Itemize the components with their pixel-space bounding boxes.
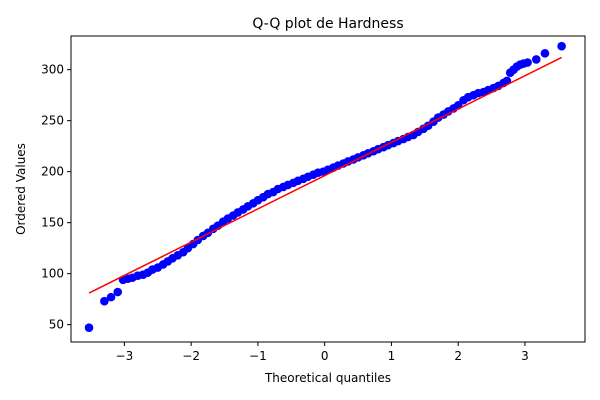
data-point bbox=[84, 323, 94, 333]
fit-line bbox=[88, 56, 562, 294]
data-point bbox=[106, 292, 116, 302]
y-tick-label: 50 bbox=[49, 318, 64, 332]
x-tick-label: 3 bbox=[521, 349, 529, 363]
x-tick-label: 2 bbox=[454, 349, 462, 363]
data-point bbox=[100, 296, 109, 306]
x-tick-label: −1 bbox=[249, 349, 267, 363]
chart-title: Q-Q plot de Hardness bbox=[252, 16, 403, 32]
y-tick-label: 150 bbox=[41, 216, 64, 230]
x-tick-label: 0 bbox=[321, 349, 329, 363]
x-tick-label: −3 bbox=[116, 349, 134, 363]
plot-area bbox=[84, 41, 566, 333]
data-point bbox=[557, 41, 566, 51]
y-tick-label: 100 bbox=[41, 267, 64, 281]
y-axis-label: Ordered Values bbox=[14, 143, 28, 235]
x-tick-label: 1 bbox=[388, 349, 396, 363]
data-point bbox=[531, 55, 541, 64]
data-point bbox=[523, 58, 532, 67]
y-tick-label: 300 bbox=[41, 63, 64, 77]
data-point bbox=[113, 287, 123, 297]
plot-frame bbox=[70, 35, 586, 343]
y-tick-label: 250 bbox=[41, 114, 64, 128]
y-axis: 50 100 150 200 250 300 bbox=[41, 63, 71, 332]
y-tick-label: 200 bbox=[41, 165, 64, 179]
x-tick-label: −2 bbox=[182, 349, 200, 363]
x-axis-label: Theoretical quantiles bbox=[264, 371, 391, 385]
data-point bbox=[540, 49, 550, 58]
x-axis: −3 −2 −1 0 1 2 3 bbox=[116, 342, 529, 363]
